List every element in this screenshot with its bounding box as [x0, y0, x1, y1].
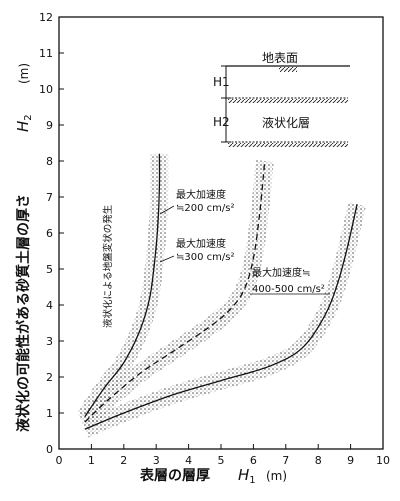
- y-tick-label: 10: [39, 83, 53, 96]
- series-label-300-leader: [159, 255, 175, 263]
- y-axis-title: 液状化の可能性がある砂質土層の厚さ H2 (m): [14, 63, 34, 432]
- series-label-400-500: 最大加速度≒ 400-500 cm/s²: [250, 266, 330, 295]
- inset-h2-label: H2: [213, 115, 230, 129]
- band-1: [78, 160, 274, 429]
- inset-surface-label: 地表面: [262, 51, 298, 65]
- series-label-300-line2: ≒300 cm/s²: [176, 252, 234, 263]
- series-label-200-line2: ≒200 cm/s²: [176, 203, 234, 214]
- y-tick-label: 9: [46, 119, 53, 132]
- x-tick-label: 0: [56, 454, 63, 467]
- x-tick-label: 4: [185, 454, 192, 467]
- series-lines: [84, 153, 358, 430]
- x-tick-label: 2: [120, 454, 127, 467]
- y-tick-label: 1: [46, 407, 53, 420]
- x-tick-label: 9: [347, 454, 354, 467]
- y-tick-label: 11: [39, 47, 53, 60]
- y-tick-label: 6: [46, 227, 53, 240]
- inset-h1-label: H1: [213, 75, 230, 89]
- y-tick-label: 3: [46, 335, 53, 348]
- series-line-0: [84, 153, 161, 417]
- x-tick-label: 8: [315, 454, 322, 467]
- inset-water-hatch: [228, 99, 348, 103]
- inset-base-hatch: [228, 143, 348, 147]
- inset-liquefied-label: 液状化層: [262, 115, 310, 130]
- y-axis-unit: (m): [17, 63, 31, 84]
- x-tick-label: 10: [376, 454, 390, 467]
- series-label-400-line1: 最大加速度≒: [252, 266, 310, 279]
- inset-ground-hatch: [279, 67, 297, 72]
- inset-diagram: 地表面 H1 H2 液状化層: [213, 51, 350, 147]
- x-tick-label: 7: [282, 454, 289, 467]
- y-tick-label: 2: [46, 371, 53, 384]
- series-label-200-leader: [159, 205, 175, 215]
- x-axis-symbol: H1: [238, 466, 256, 486]
- series-label-300: 最大加速度 ≒300 cm/s²: [159, 237, 234, 263]
- x-tick-label: 3: [153, 454, 160, 467]
- y-tick-label: 12: [39, 11, 53, 24]
- band-2: [81, 202, 366, 438]
- x-axis-symbol-sub: 1: [249, 475, 255, 486]
- series-label-200: 最大加速度 ≒200 cm/s²: [159, 188, 234, 215]
- x-tick-label: 1: [88, 454, 95, 467]
- series-line-2: [84, 204, 358, 430]
- x-axis-unit: (m): [266, 469, 287, 483]
- y-tick-label: 4: [46, 299, 53, 312]
- y-axis-symbol: H2: [14, 114, 34, 132]
- series-label-300-line1: 最大加速度: [176, 237, 226, 250]
- y-axis-symbol-letter: H: [14, 121, 32, 132]
- x-tick-label: 6: [250, 454, 257, 467]
- y-tick-label: 0: [46, 443, 53, 456]
- series-label-400-line2: 400-500 cm/s²: [252, 284, 325, 295]
- series-label-200-line1: 最大加速度: [176, 188, 226, 201]
- x-axis-title-main: 表層の層厚: [139, 467, 210, 484]
- y-tick-label: 5: [46, 263, 53, 276]
- y-tick-label: 8: [46, 155, 53, 168]
- x-axis-symbol-letter: H: [238, 466, 249, 484]
- y-tick-label: 7: [46, 191, 53, 204]
- y-axis-title-main: 液状化の可能性がある砂質土層の厚さ: [15, 194, 32, 432]
- series-line-1: [84, 160, 266, 423]
- y-axis-symbol-sub: 2: [23, 114, 34, 120]
- region-label: 液状化による地盤変状の発生: [102, 204, 114, 328]
- x-tick-label: 5: [218, 454, 225, 467]
